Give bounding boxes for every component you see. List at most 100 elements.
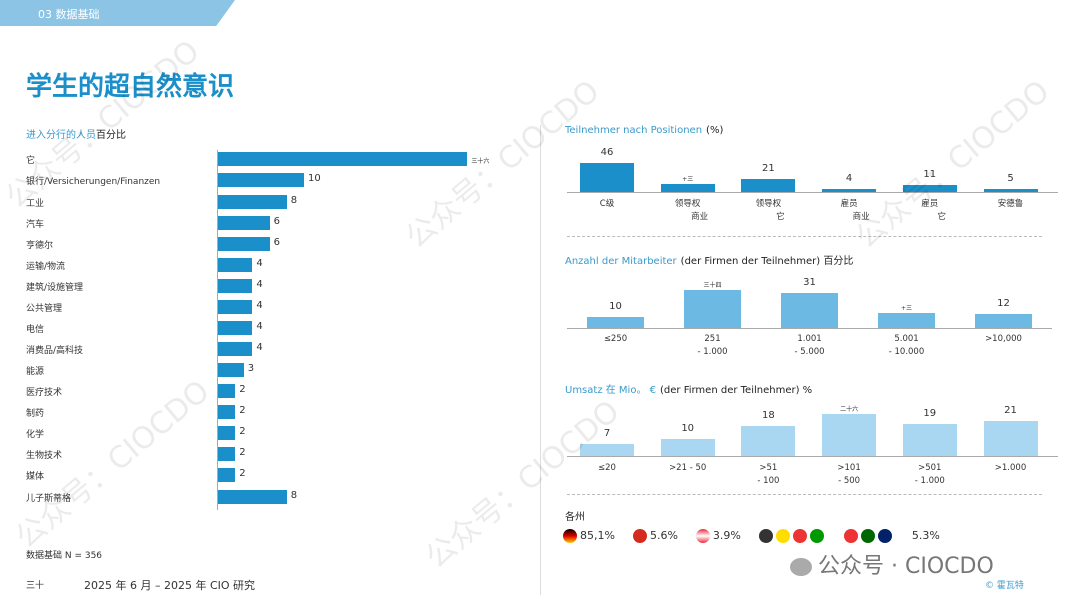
bar-label: 化学	[26, 430, 45, 440]
bar-value: 2	[239, 384, 246, 395]
category-label: - 1.000	[697, 347, 728, 357]
state-item: 5.6%	[632, 529, 678, 543]
flag-icon	[860, 529, 875, 543]
bar-value: 7	[603, 428, 611, 440]
bar	[781, 292, 838, 328]
bar-value: 18	[762, 409, 775, 421]
bar-value: 10	[609, 300, 622, 312]
bar-value: 21	[762, 162, 775, 174]
chart-title-suffix: (der Firmen der Teilnehmer) 百分比	[680, 256, 854, 267]
chart-title: Teilnehmer nach Positionen (%)	[565, 125, 723, 136]
bar	[218, 173, 304, 187]
divider	[540, 125, 541, 595]
category-label: - 10.000	[888, 347, 925, 357]
state-value: 5.6%	[649, 529, 678, 542]
flag-icon	[894, 529, 909, 543]
bar-value: 31	[803, 276, 816, 288]
category-label: ≤20	[598, 463, 616, 473]
bar	[660, 183, 715, 192]
category-label: - 1.000	[914, 476, 945, 486]
bar	[218, 405, 236, 419]
bar-label: 汽车	[26, 220, 45, 230]
category-label: 商业	[691, 212, 709, 222]
title-blue: 进入分行的人员	[26, 130, 96, 141]
title-black: 百分比	[96, 130, 126, 141]
category-label: 安德鲁	[997, 199, 1024, 209]
bar	[218, 279, 253, 293]
category-label: - 5.000	[794, 347, 825, 357]
bar	[218, 363, 244, 377]
bar-label: 工业	[26, 199, 45, 209]
category-label: 商业	[852, 212, 870, 222]
flag-icon	[877, 529, 892, 543]
bar-value: 8	[290, 195, 298, 206]
left-axis	[217, 150, 218, 510]
wechat-text: 公众号 · CIOCDO	[818, 554, 994, 579]
category-label: 它	[776, 212, 785, 222]
chart-title-main: Anzahl der Mitarbeiter	[565, 256, 677, 267]
bar-label: 电信	[26, 325, 45, 335]
category-label: - 100	[757, 476, 780, 486]
source: 2025 年 6 月 – 2025 年 CIO 研究	[84, 579, 256, 592]
category-label: 雇员	[921, 199, 939, 209]
left-chart-title: 进入分行的人员百分比	[26, 126, 126, 141]
bar	[580, 444, 634, 456]
category-label: >501	[918, 463, 942, 473]
bar-label: 能源	[26, 367, 45, 377]
category-label: 251	[704, 334, 721, 344]
bar	[218, 152, 468, 166]
watermark: 公众号：CIOCDO	[0, 33, 207, 216]
bar-value: +三	[682, 175, 694, 183]
bar	[218, 468, 236, 482]
page-number: 三十	[26, 581, 45, 591]
bar-value: 2	[239, 426, 246, 437]
bar	[983, 420, 1038, 456]
bar	[975, 314, 1032, 328]
bar	[218, 384, 236, 398]
category-label: >21 - 50	[669, 463, 707, 473]
dashed-divider	[567, 236, 1042, 237]
category-label: ≤250	[603, 334, 628, 344]
bar	[218, 237, 270, 251]
flag-icon	[792, 529, 807, 543]
bar-value: +三	[900, 305, 913, 313]
bar-label: 制药	[26, 409, 45, 419]
state-value: 85,1%	[580, 529, 615, 542]
bar-value: 二十六	[840, 406, 859, 414]
flag-icon	[826, 529, 841, 543]
wechat-watermark: 公众号 · CIOCDO	[790, 548, 994, 580]
bar-value: 21	[1004, 404, 1017, 416]
footnote: 数据基础 N = 356	[26, 551, 103, 561]
bar	[218, 300, 253, 314]
bar-value: 4	[845, 173, 853, 185]
category-label: 领导权	[755, 199, 782, 209]
bar-value: 4	[256, 321, 263, 332]
bar-label: 运输/物流	[26, 262, 66, 272]
chart-title-suffix: (der Firmen der Teilnehmer) %	[660, 385, 813, 396]
states-row: 85,1% 5.6% 3.9% 5.3%	[563, 529, 958, 543]
bar	[684, 289, 741, 328]
bar-value: 8	[290, 490, 298, 501]
category-label: 5.001	[894, 334, 919, 344]
chart-title-main: Umsatz 在 Mio。 €	[565, 385, 656, 396]
category-label: >1.000	[994, 463, 1027, 473]
watermark: 公众号：CIOCDO	[419, 393, 627, 576]
section-label: 03 数据基础	[0, 0, 235, 26]
bar-label: 公共管理	[26, 304, 63, 314]
bar-label: 亨德尔	[26, 241, 54, 251]
bar-value: 5	[1007, 172, 1014, 184]
category-label: 领导权	[674, 199, 701, 209]
flag-icon	[632, 529, 647, 543]
chart-title: Anzahl der Mitarbeiter (der Firmen der Te…	[565, 252, 853, 267]
bar	[218, 490, 287, 504]
flag-icon	[843, 529, 858, 543]
bar-value: 19	[923, 408, 937, 420]
bar	[902, 185, 957, 192]
bar-label: 医疗技术	[26, 388, 63, 398]
category-label: 它	[937, 212, 947, 222]
bar-label: 消费品/高科技	[26, 346, 84, 356]
bar	[660, 439, 715, 456]
chart-title: Umsatz 在 Mio。 € (der Firmen der Teilnehme…	[565, 381, 812, 396]
bar	[218, 195, 287, 209]
bar	[741, 178, 796, 192]
